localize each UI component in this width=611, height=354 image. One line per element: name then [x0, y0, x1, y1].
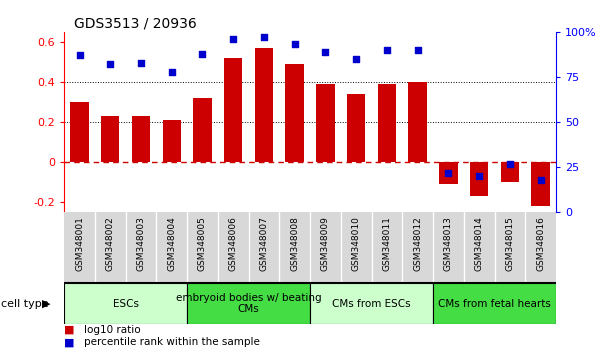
Text: GSM348009: GSM348009 [321, 216, 330, 271]
Text: GSM348016: GSM348016 [536, 216, 545, 271]
Point [351, 56, 361, 62]
Text: ■: ■ [64, 337, 75, 348]
Point [474, 173, 484, 179]
Bar [224, 58, 243, 162]
Point [505, 161, 515, 166]
Text: log10 ratio: log10 ratio [84, 325, 141, 335]
Bar [285, 64, 304, 162]
Bar [255, 48, 273, 162]
Bar [193, 98, 212, 162]
Text: GSM348004: GSM348004 [167, 216, 176, 271]
Point [259, 34, 269, 40]
Bar [70, 102, 89, 162]
Text: CMs from ESCs: CMs from ESCs [332, 298, 411, 309]
Bar [163, 120, 181, 162]
Point [105, 62, 115, 67]
Bar [378, 84, 396, 162]
Point [229, 36, 238, 42]
Text: GDS3513 / 20936: GDS3513 / 20936 [74, 17, 197, 31]
Point [413, 47, 423, 53]
Text: GSM348015: GSM348015 [505, 216, 514, 271]
Text: GSM348010: GSM348010 [352, 216, 360, 271]
Bar [500, 162, 519, 182]
Text: GSM348014: GSM348014 [475, 216, 484, 271]
Text: ▶: ▶ [42, 298, 50, 309]
Bar [64, 283, 187, 324]
Bar [532, 162, 550, 206]
Point [444, 170, 453, 176]
Text: cell type: cell type [1, 298, 48, 309]
Point [321, 49, 331, 55]
Bar [101, 116, 120, 162]
Text: embryoid bodies w/ beating
CMs: embryoid bodies w/ beating CMs [176, 293, 321, 314]
Point [136, 60, 146, 65]
Point [382, 47, 392, 53]
Text: GSM348007: GSM348007 [260, 216, 268, 271]
Bar [132, 116, 150, 162]
Bar [433, 283, 556, 324]
Text: GSM348005: GSM348005 [198, 216, 207, 271]
Bar [439, 162, 458, 184]
Bar [310, 283, 433, 324]
Point [290, 42, 299, 47]
Text: GSM348012: GSM348012 [413, 216, 422, 271]
Bar [470, 162, 488, 196]
Bar [347, 94, 365, 162]
Text: CMs from fetal hearts: CMs from fetal hearts [438, 298, 551, 309]
Text: GSM348006: GSM348006 [229, 216, 238, 271]
Point [167, 69, 177, 74]
Text: percentile rank within the sample: percentile rank within the sample [84, 337, 260, 348]
Text: GSM348003: GSM348003 [136, 216, 145, 271]
Point [197, 51, 207, 56]
Text: ESCs: ESCs [112, 298, 139, 309]
Text: GSM348011: GSM348011 [382, 216, 392, 271]
Point [536, 177, 546, 183]
Text: GSM348008: GSM348008 [290, 216, 299, 271]
Text: ■: ■ [64, 325, 75, 335]
Bar [409, 82, 427, 162]
Text: GSM348013: GSM348013 [444, 216, 453, 271]
Text: GSM348002: GSM348002 [106, 216, 115, 271]
Bar [187, 283, 310, 324]
Bar [316, 84, 335, 162]
Point [75, 52, 84, 58]
Text: GSM348001: GSM348001 [75, 216, 84, 271]
